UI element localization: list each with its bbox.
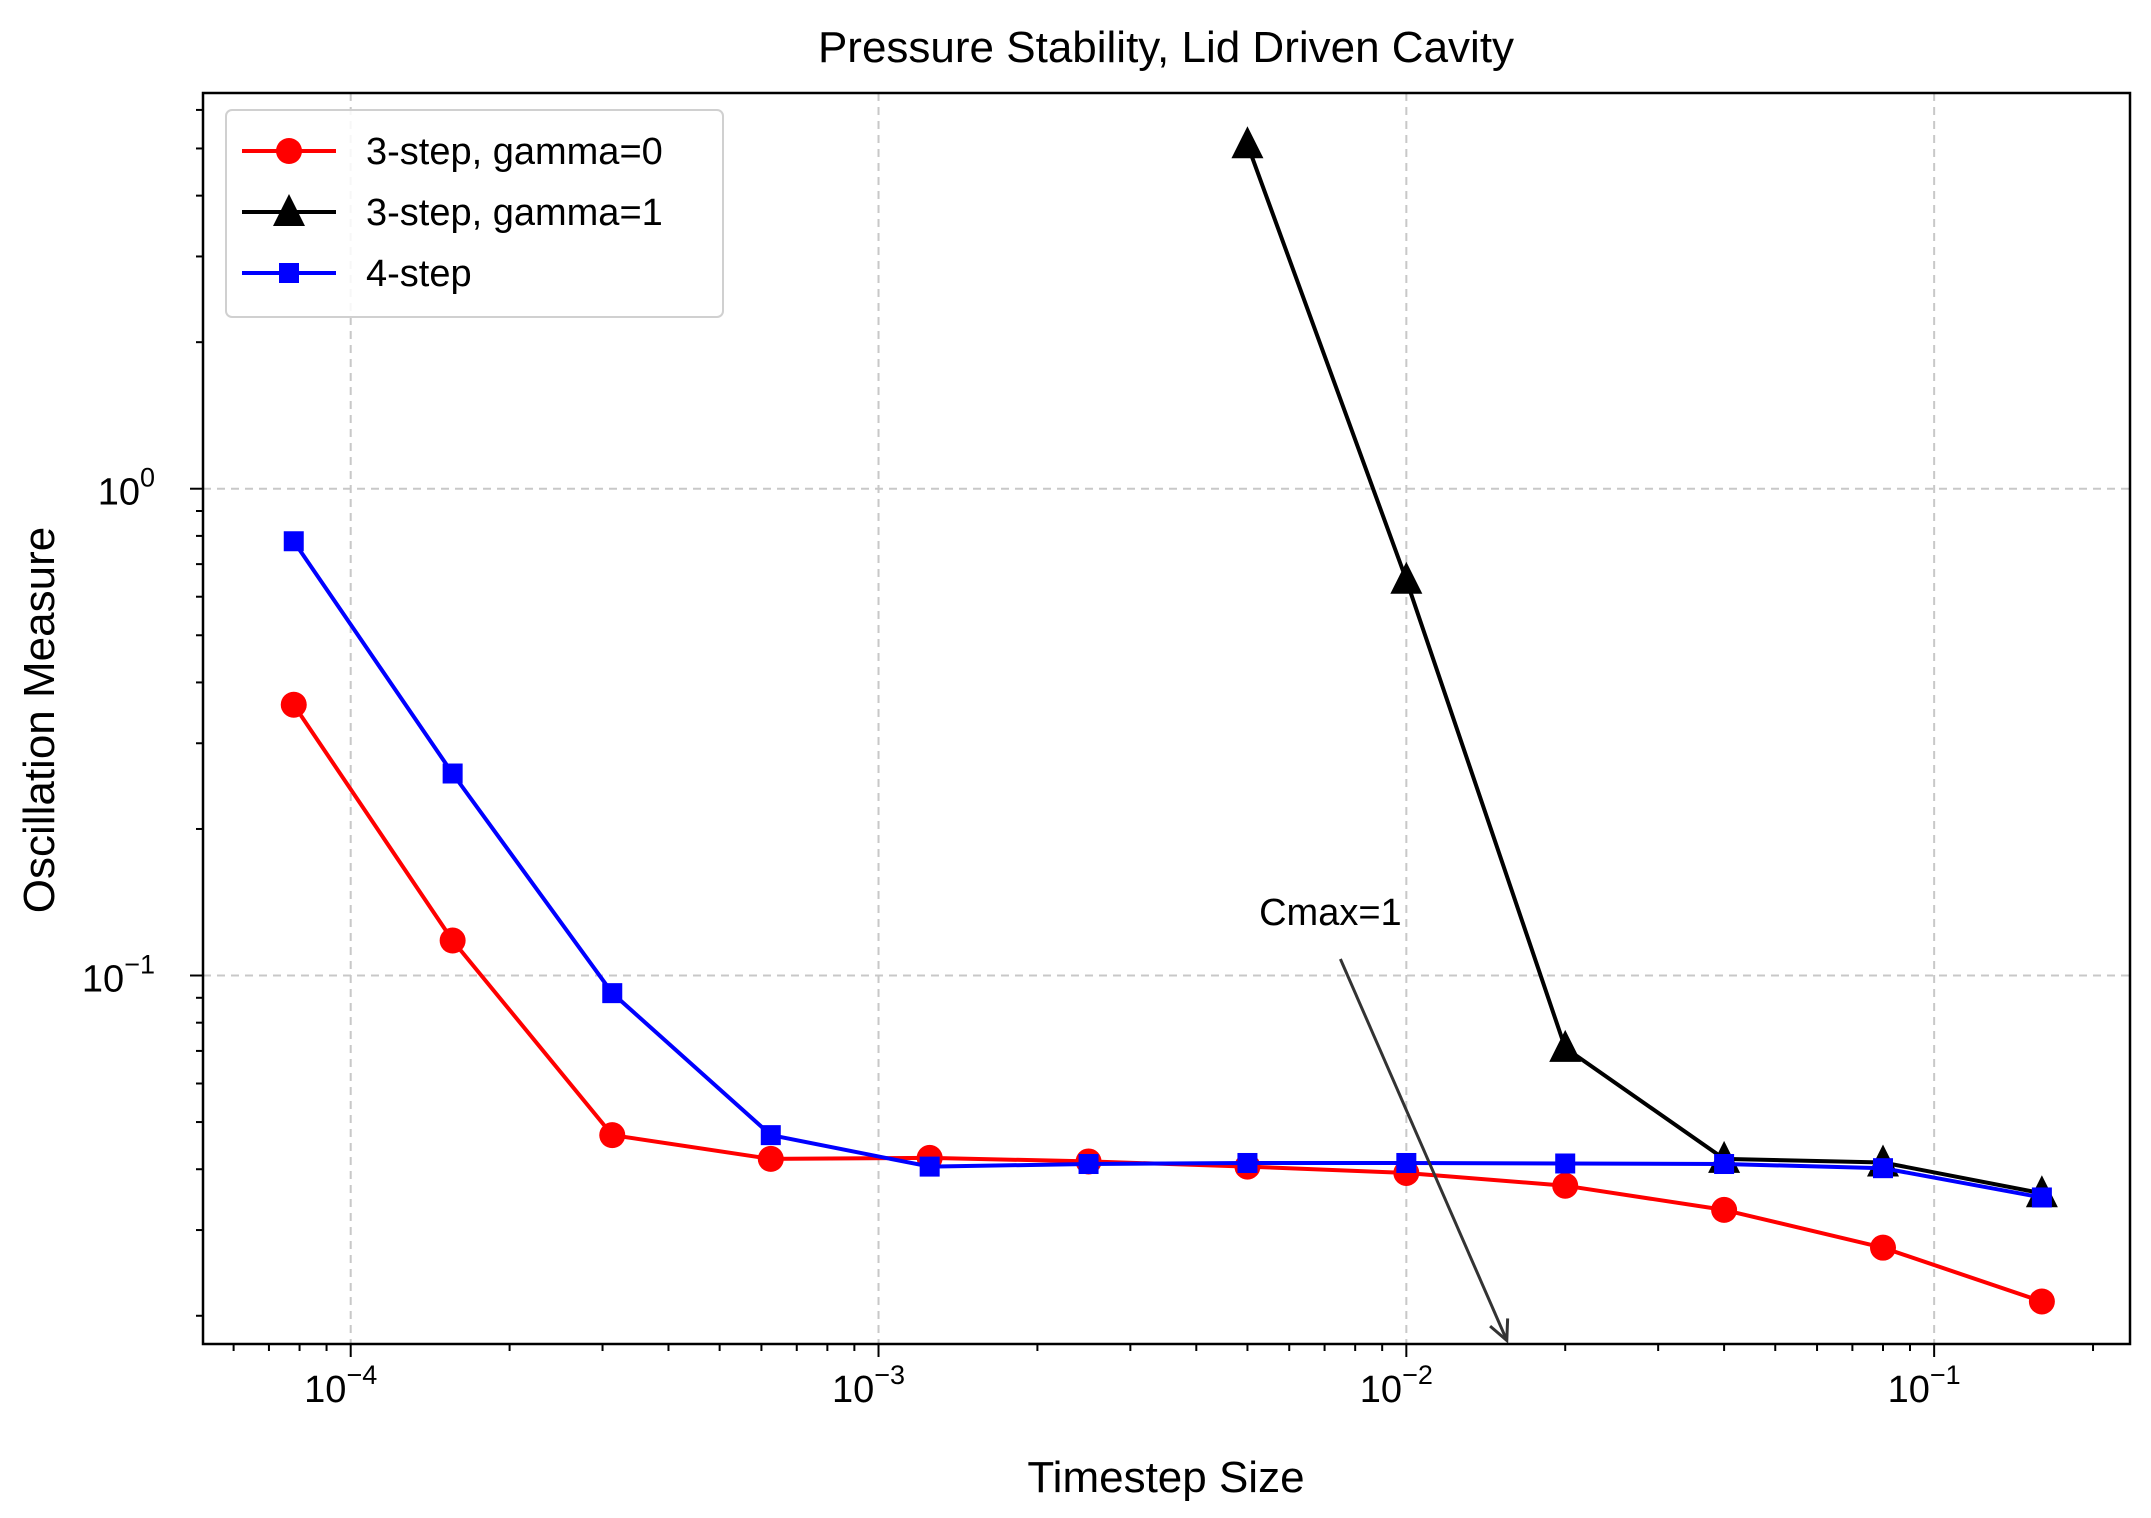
legend-box bbox=[225, 109, 724, 318]
data-point bbox=[283, 531, 304, 552]
data-point bbox=[273, 194, 305, 226]
legend-entry: 3-step, gamma=0 bbox=[242, 131, 663, 173]
annotation-layer: Cmax=1 bbox=[1259, 892, 1510, 1344]
series-line bbox=[292, 540, 2043, 1200]
data-point bbox=[1552, 1172, 1579, 1199]
data-point bbox=[2028, 1288, 2055, 1315]
legend-entry: 3-step, gamma=1 bbox=[242, 192, 663, 234]
plot-frame bbox=[201, 91, 2132, 1346]
annotation-arrow bbox=[1339, 958, 1509, 1342]
annotation-label: Cmax=1 bbox=[1259, 892, 1402, 934]
legend-label: 3-step, gamma=1 bbox=[366, 192, 663, 234]
data-point bbox=[919, 1156, 940, 1177]
data-point bbox=[439, 927, 466, 954]
legend: 3-step, gamma=0 3-step, gamma=1 4-step bbox=[225, 109, 724, 318]
x-tick-label: 10−3 bbox=[832, 1360, 905, 1411]
data-point bbox=[760, 1125, 781, 1146]
data-point bbox=[1549, 1029, 1582, 1062]
data-point bbox=[599, 1122, 626, 1149]
series-layer bbox=[280, 126, 2058, 1315]
data-point bbox=[757, 1145, 784, 1172]
annotation-arrowhead bbox=[1489, 1318, 1510, 1344]
series-line bbox=[1245, 143, 2043, 1196]
chart-title: Pressure Stability, Lid Driven Cavity bbox=[818, 23, 1514, 72]
data-point bbox=[1231, 126, 1264, 159]
data-point bbox=[1869, 1234, 1896, 1261]
legend-label: 3-step, gamma=0 bbox=[366, 131, 663, 173]
data-point bbox=[1396, 1152, 1417, 1173]
legend-entry: 4-step bbox=[242, 253, 472, 295]
data-point bbox=[1714, 1154, 1735, 1175]
data-point bbox=[276, 138, 302, 164]
legend-label: 4-step bbox=[366, 253, 472, 295]
data-point bbox=[1390, 561, 1423, 594]
data-point bbox=[279, 263, 299, 283]
x-axis-label: Timestep Size bbox=[1027, 1453, 1304, 1502]
x-tick-label: 10−1 bbox=[1888, 1360, 1961, 1411]
x-tick-label: 10−2 bbox=[1360, 1360, 1433, 1411]
y-tick-label: 10−1 bbox=[82, 950, 155, 1001]
y-axis-label: Oscillation Measure bbox=[15, 527, 64, 913]
series-3 bbox=[283, 531, 2052, 1208]
data-point bbox=[602, 983, 623, 1004]
data-point bbox=[1872, 1158, 1893, 1179]
data-point bbox=[2031, 1187, 2052, 1208]
data-point bbox=[1078, 1154, 1099, 1175]
data-point bbox=[1555, 1153, 1576, 1174]
data-point bbox=[1237, 1152, 1258, 1173]
data-point bbox=[1711, 1196, 1738, 1223]
data-point bbox=[280, 691, 307, 718]
grid-layer bbox=[203, 93, 2130, 1344]
data-point bbox=[442, 763, 463, 784]
